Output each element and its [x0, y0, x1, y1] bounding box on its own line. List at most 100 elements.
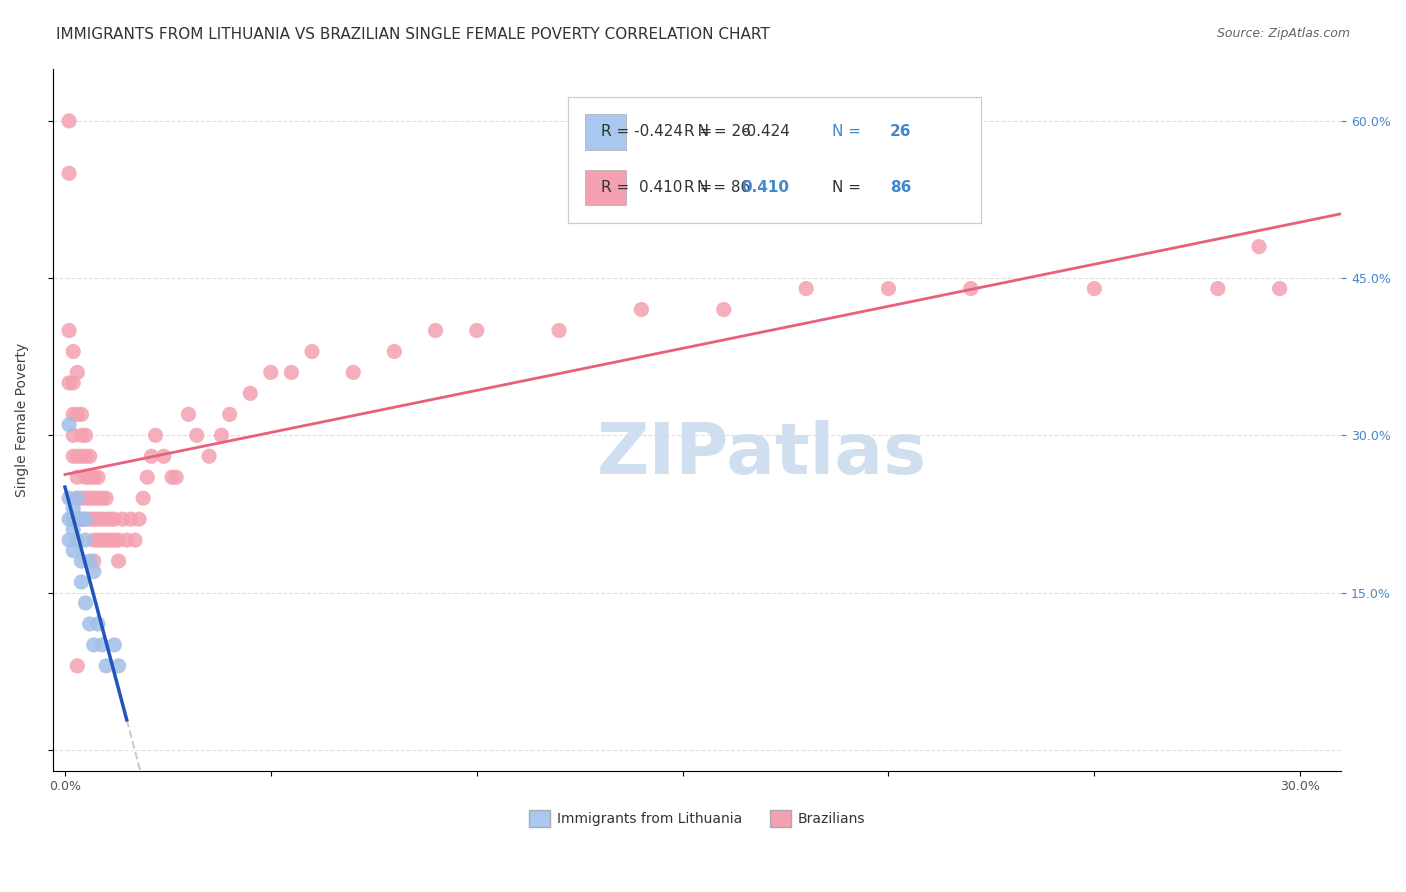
- Point: [58, 491, 80, 506]
- Point: [152, 450, 174, 464]
- Point: [62, 450, 84, 464]
- Point: [103, 638, 125, 652]
- Point: [83, 512, 105, 526]
- Point: [70, 554, 93, 568]
- Point: [75, 512, 97, 526]
- Point: [62, 428, 84, 442]
- Point: [87, 512, 110, 526]
- Point: [107, 554, 129, 568]
- Point: [66, 491, 89, 506]
- Point: [94, 512, 117, 526]
- Text: ZIPatlas: ZIPatlas: [596, 420, 927, 489]
- Point: [87, 491, 110, 506]
- Point: [62, 408, 84, 422]
- Point: [75, 512, 97, 526]
- Point: [877, 282, 900, 296]
- Point: [87, 470, 110, 484]
- Point: [1247, 240, 1270, 254]
- Point: [62, 512, 84, 526]
- Point: [83, 638, 105, 652]
- Point: [62, 376, 84, 390]
- Point: [91, 638, 114, 652]
- Point: [62, 523, 84, 537]
- Point: [70, 491, 93, 506]
- Point: [630, 302, 652, 317]
- Point: [58, 533, 80, 548]
- Point: [198, 450, 221, 464]
- Point: [66, 408, 89, 422]
- Point: [66, 512, 89, 526]
- Point: [75, 450, 97, 464]
- Point: [70, 450, 93, 464]
- Point: [382, 344, 405, 359]
- Point: [218, 408, 240, 422]
- Point: [465, 324, 488, 338]
- Point: [128, 512, 150, 526]
- Point: [186, 428, 208, 442]
- Legend: Immigrants from Lithuania, Brazilians: Immigrants from Lithuania, Brazilians: [522, 803, 872, 834]
- Point: [1083, 282, 1105, 296]
- Point: [111, 512, 134, 526]
- Point: [120, 512, 142, 526]
- Point: [132, 491, 155, 506]
- Point: [342, 366, 364, 380]
- Point: [959, 282, 981, 296]
- Point: [66, 533, 89, 548]
- Point: [83, 565, 105, 579]
- Point: [66, 512, 89, 526]
- Point: [58, 376, 80, 390]
- Point: [107, 658, 129, 673]
- Point: [66, 450, 89, 464]
- Point: [98, 533, 121, 548]
- Point: [145, 428, 167, 442]
- Point: [58, 512, 80, 526]
- Point: [280, 366, 302, 380]
- Point: [79, 470, 101, 484]
- Point: [713, 302, 735, 317]
- Point: [75, 428, 97, 442]
- Point: [87, 616, 110, 631]
- Point: [75, 533, 97, 548]
- Point: [70, 428, 93, 442]
- Point: [58, 417, 80, 432]
- Point: [66, 658, 89, 673]
- Point: [70, 408, 93, 422]
- Point: [94, 533, 117, 548]
- Point: [136, 470, 159, 484]
- Point: [124, 533, 146, 548]
- Text: IMMIGRANTS FROM LITHUANIA VS BRAZILIAN SINGLE FEMALE POVERTY CORRELATION CHART: IMMIGRANTS FROM LITHUANIA VS BRAZILIAN S…: [56, 27, 770, 42]
- Point: [87, 533, 110, 548]
- Point: [1206, 282, 1229, 296]
- Point: [62, 543, 84, 558]
- Point: [79, 491, 101, 506]
- Point: [58, 166, 80, 180]
- Point: [66, 491, 89, 506]
- Point: [141, 450, 163, 464]
- Point: [91, 533, 114, 548]
- Point: [58, 324, 80, 338]
- Point: [75, 491, 97, 506]
- Point: [107, 533, 129, 548]
- Point: [70, 512, 93, 526]
- Point: [75, 596, 97, 610]
- Point: [83, 470, 105, 484]
- Point: [66, 366, 89, 380]
- Point: [79, 512, 101, 526]
- Point: [91, 491, 114, 506]
- Point: [794, 282, 817, 296]
- Point: [103, 533, 125, 548]
- Point: [75, 470, 97, 484]
- Point: [160, 470, 183, 484]
- Point: [70, 574, 93, 589]
- Point: [62, 501, 84, 516]
- Point: [62, 344, 84, 359]
- Point: [79, 450, 101, 464]
- Point: [260, 366, 283, 380]
- Point: [70, 512, 93, 526]
- Point: [1268, 282, 1291, 296]
- Point: [79, 616, 101, 631]
- Point: [103, 512, 125, 526]
- Point: [115, 533, 138, 548]
- Point: [548, 324, 571, 338]
- Point: [66, 470, 89, 484]
